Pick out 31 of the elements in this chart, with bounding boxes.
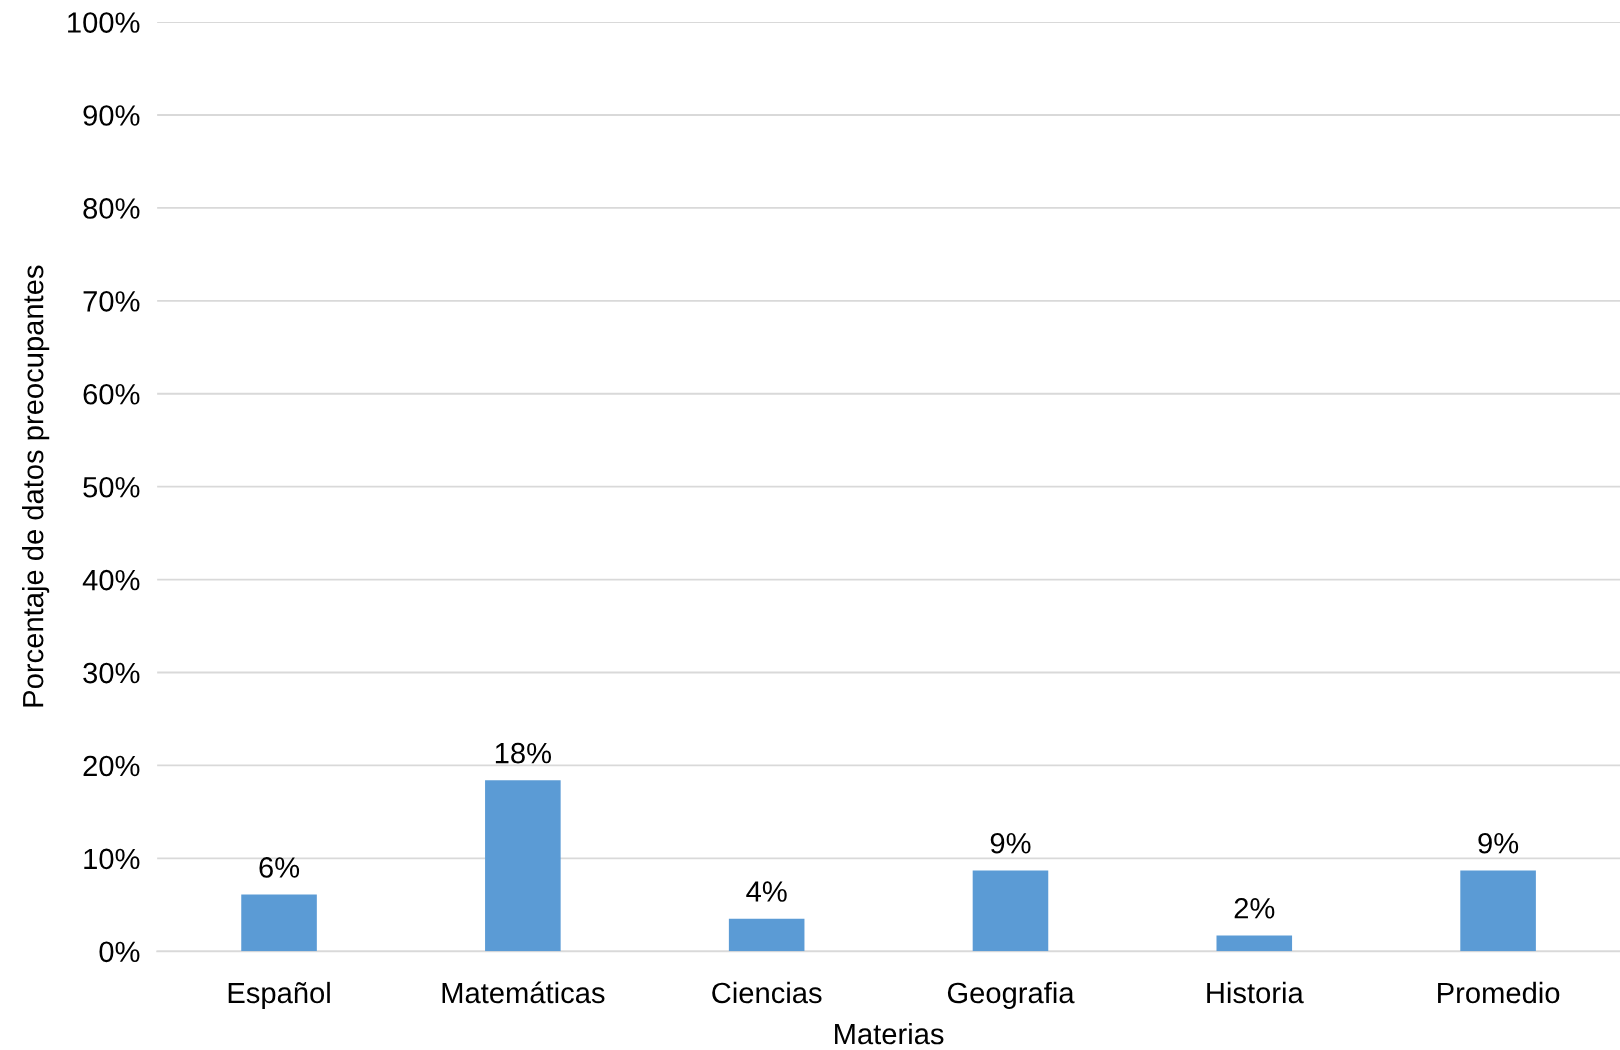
bar	[1460, 870, 1536, 952]
y-tick-label: 70%	[83, 291, 140, 312]
y-tick-label: 90%	[83, 105, 140, 126]
bar	[972, 870, 1049, 952]
y-tick-label: 100%	[68, 12, 140, 33]
data-label: 18%	[495, 742, 552, 764]
x-axis-title: Materias	[835, 1022, 944, 1045]
y-tick-label: 0%	[99, 941, 140, 963]
y-tick-label: 30%	[83, 662, 140, 684]
bar	[241, 894, 317, 952]
y-tick-label: 10%	[84, 848, 140, 870]
y-tick-label: 50%	[83, 476, 140, 498]
data-label: 9%	[1478, 832, 1519, 854]
x-tick-label: Historia	[1207, 981, 1304, 1004]
data-label: 2%	[1234, 897, 1275, 919]
y-tick-label: 80%	[83, 198, 140, 219]
x-tick-label: Promedio	[1438, 981, 1560, 1004]
data-label: 9%	[990, 832, 1031, 854]
data-label: 4%	[746, 881, 787, 902]
bar	[1216, 935, 1293, 952]
bar	[728, 918, 805, 952]
data-label: 6%	[259, 857, 300, 878]
y-axis-title: Porcentaje de datos preocupantes	[22, 265, 50, 707]
x-tick-label: Matemáticas	[442, 981, 605, 1004]
y-tick-label: 40%	[82, 569, 140, 591]
x-tick-label: Geografia	[947, 981, 1075, 1010]
y-tick-label: 60%	[83, 383, 140, 405]
y-tick-label: 20%	[83, 755, 140, 777]
x-tick-label: Español	[228, 981, 330, 1010]
bar	[485, 780, 561, 952]
x-tick-label: Ciencias	[712, 981, 822, 1004]
